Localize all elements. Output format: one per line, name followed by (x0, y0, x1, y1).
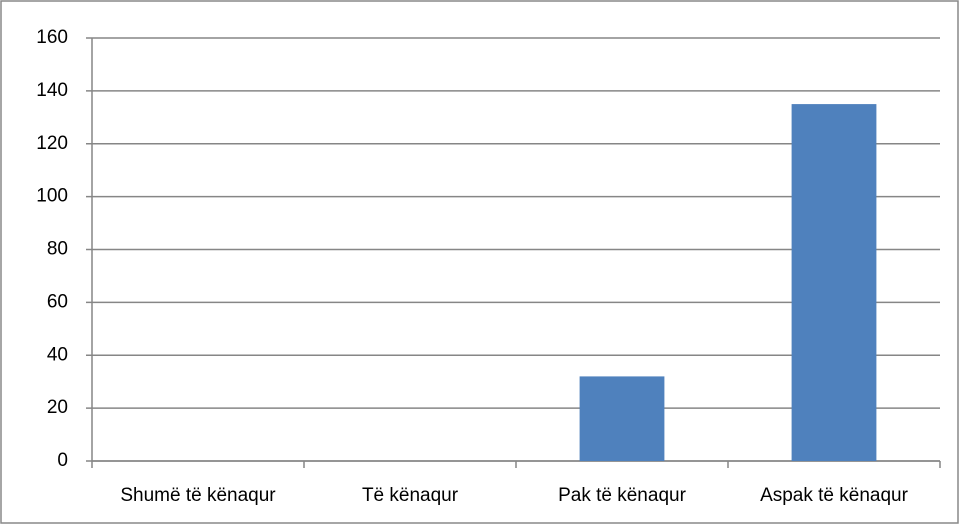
y-tick-label: 140 (36, 80, 68, 101)
y-tick-label: 0 (57, 450, 68, 471)
y-tick-label: 40 (47, 344, 68, 365)
x-tick-label: Të kënaqur (362, 485, 459, 506)
x-tick-label: Aspak të kënaqur (760, 485, 909, 506)
bar (579, 376, 665, 461)
y-tick-label: 120 (36, 133, 68, 154)
y-tick-label: 20 (47, 397, 68, 418)
y-tick-label: 80 (47, 239, 68, 260)
y-tick-label: 60 (47, 291, 68, 312)
bar (791, 104, 877, 461)
y-tick-label: 100 (36, 186, 68, 207)
x-tick-label: Shumë të kënaqur (120, 485, 276, 506)
y-tick-label: 160 (36, 27, 68, 48)
x-tick-label: Pak të kënaqur (558, 485, 686, 506)
